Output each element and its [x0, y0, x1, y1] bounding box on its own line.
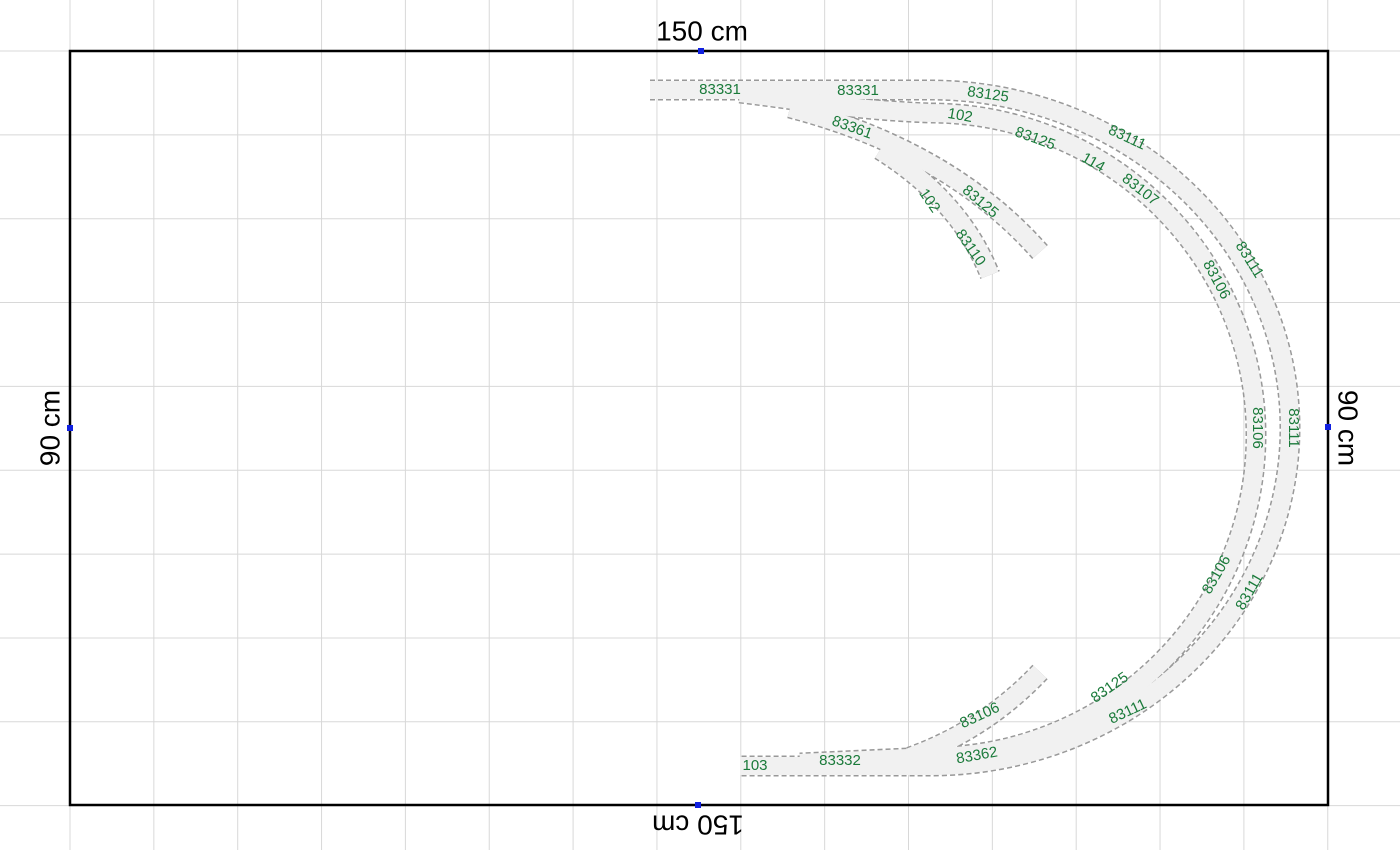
track-body	[906, 665, 1047, 766]
track-label: 102	[946, 105, 974, 126]
track-label: 83332	[819, 752, 861, 769]
track-pieces	[650, 79, 1301, 777]
dimension-bottom: 150 cm	[652, 810, 744, 841]
handle	[695, 802, 701, 808]
handle	[67, 425, 73, 431]
track-label: 83111	[1285, 408, 1302, 448]
track-label: 83331	[837, 82, 879, 99]
handle	[698, 48, 704, 54]
track-body	[650, 81, 1299, 775]
track-label: 83125	[966, 83, 1010, 106]
track-label: 83331	[699, 81, 741, 98]
dimension-top: 150 cm	[656, 15, 748, 46]
handle	[1325, 424, 1331, 430]
track-label: 83106	[1249, 407, 1266, 449]
track-label: 103	[742, 757, 767, 774]
track-body	[738, 84, 1265, 772]
dimension-left: 90 cm	[34, 390, 65, 466]
track-body	[875, 142, 999, 279]
dimension-right: 90 cm	[1333, 390, 1364, 466]
track-label: 83362	[955, 743, 999, 767]
track-body	[787, 99, 1047, 258]
